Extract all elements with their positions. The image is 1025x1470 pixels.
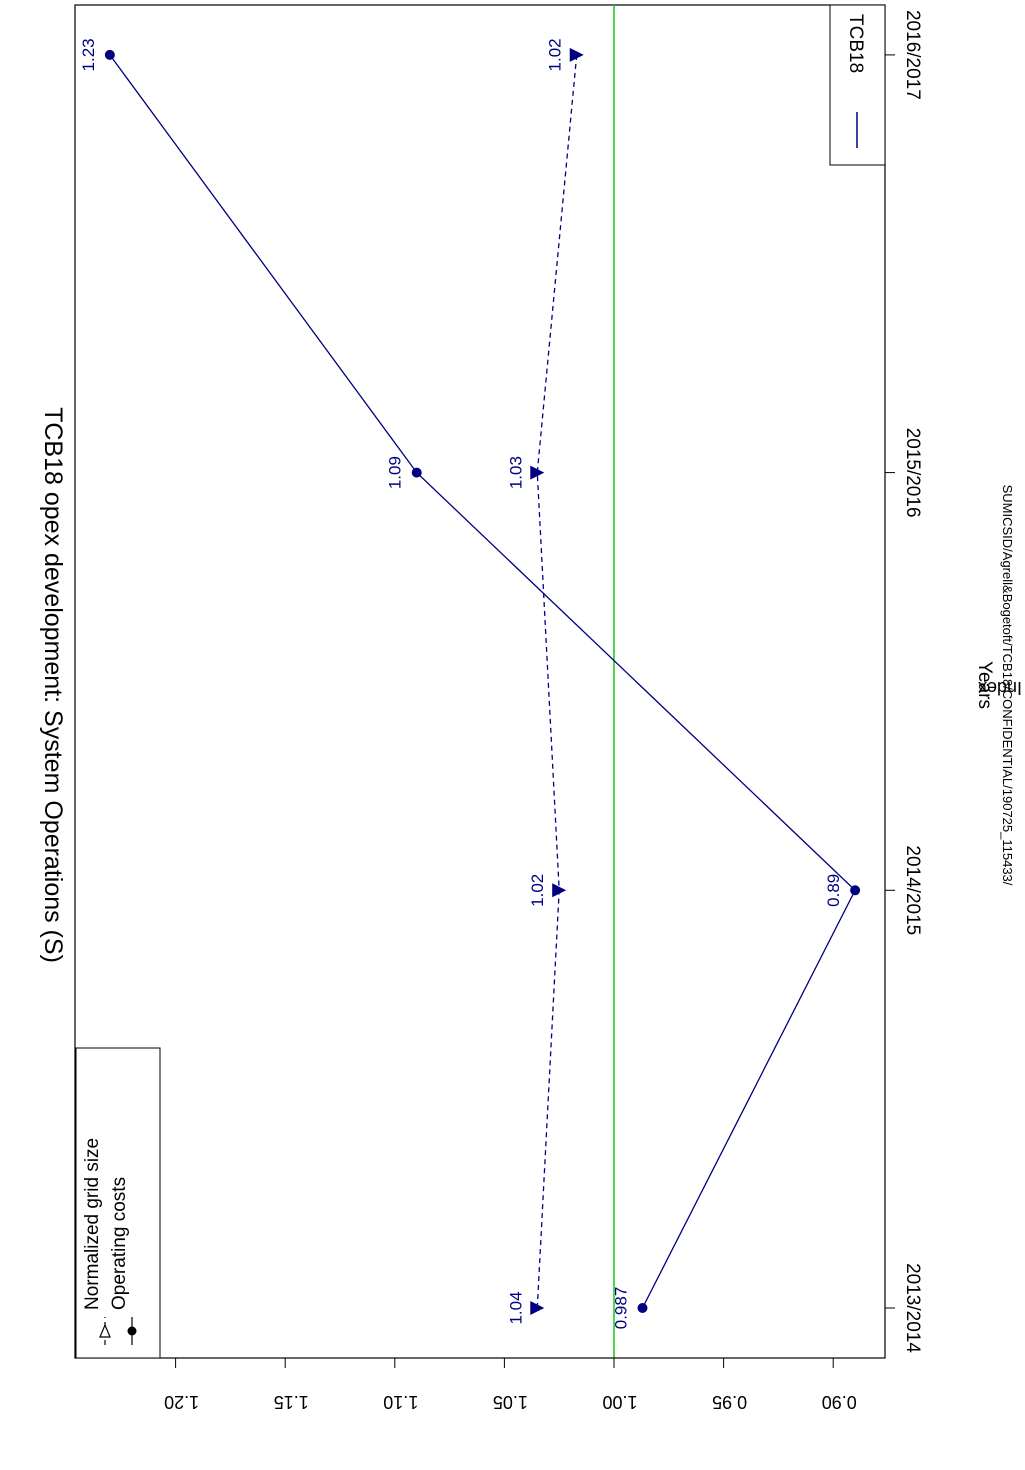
y-tick-label: 0.95	[712, 1392, 747, 1412]
series-group: 0.987 0.89 1.09 1.23 1.04 1.02 1.03 1.02	[79, 38, 861, 1330]
y-tick-label: 1.00	[602, 1392, 637, 1412]
legend-triangle-icon	[99, 1323, 111, 1338]
x-axis-title: Years	[974, 661, 995, 709]
series-line-operating-costs	[109, 54, 856, 1309]
data-point-operating-costs	[104, 49, 115, 60]
data-point-grid-size	[569, 47, 584, 62]
chart-title: TCB18 opex development: System Operation…	[39, 407, 67, 963]
legend-grid-size-label: Normalized grid size	[82, 1138, 103, 1310]
data-label: 1.04	[506, 1291, 525, 1324]
x-tick-label: 2013/2014	[902, 1263, 923, 1353]
y-tick-label: 1.10	[383, 1392, 418, 1412]
y-axis: 0.90 0.95 1.00 1.05 1.10 1.15 1.20	[164, 1357, 857, 1412]
y-tick-label: 1.05	[493, 1392, 528, 1412]
data-point-grid-size	[530, 1301, 545, 1315]
legend-operating-costs-label: Operating costs	[109, 1177, 130, 1310]
legend-circle-icon	[127, 1326, 137, 1336]
series-line-grid-size	[536, 54, 578, 1309]
legend-tcb18-label: TCB18	[845, 14, 866, 73]
data-point-operating-costs	[850, 885, 861, 896]
legend-symbols: Normalized grid size Operating costs	[75, 1047, 161, 1359]
y-tick-label: 1.15	[274, 1392, 309, 1412]
y-axis-title: Index	[978, 678, 1022, 698]
data-point-grid-size	[530, 465, 545, 480]
x-axis: 2013/2014 2014/2015 2015/2016 2016/2017	[884, 10, 923, 1353]
data-label: 1.09	[386, 456, 405, 489]
legend-entity: TCB18	[829, 4, 886, 166]
source-caption: SUMICSID/Agrell&Bogetoft/TCB18/CONFIDENT…	[1000, 485, 1015, 886]
data-point-operating-costs	[637, 1303, 648, 1313]
legend-item-grid-size: Normalized grid size	[82, 1138, 111, 1345]
data-point-operating-costs	[411, 467, 422, 478]
legend-item-operating-costs: Operating costs	[109, 1177, 137, 1345]
x-tick-label: 2016/2017	[902, 10, 923, 100]
data-label: 1.03	[506, 456, 525, 489]
data-label: 1.02	[528, 874, 547, 907]
data-point-grid-size	[552, 883, 567, 898]
x-tick-label: 2015/2016	[902, 428, 923, 518]
y-tick-label: 1.20	[164, 1392, 199, 1412]
legend-symbols-box	[75, 1047, 161, 1359]
data-label: 1.02	[546, 38, 565, 71]
x-tick-label: 2014/2015	[902, 845, 923, 935]
data-label: 0.987	[611, 1287, 630, 1330]
data-label: 1.23	[79, 38, 98, 71]
data-label: 0.89	[824, 874, 843, 907]
y-tick-label: 0.90	[822, 1392, 857, 1412]
plot-frame	[74, 4, 886, 1359]
